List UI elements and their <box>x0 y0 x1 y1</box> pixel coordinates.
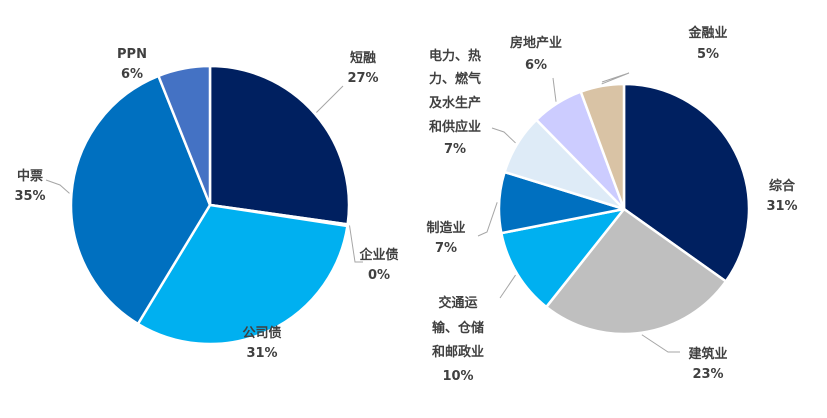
label-group-zhongpiao: 中票 35% <box>14 168 45 204</box>
label-group-gongsizhai: 公司债 31% <box>242 325 281 361</box>
label-jiaotong-line1: 交通运 <box>438 295 477 311</box>
label-dianli-line1: 电力、热 <box>429 48 481 64</box>
label-dianli-line4: 和供应业 <box>429 119 481 135</box>
left-leader-line-0 <box>316 85 344 113</box>
pct-jianzhu: 23% <box>692 367 723 382</box>
left-slice-0 <box>208 64 351 226</box>
label-jianzhu: 建筑业 <box>688 346 727 362</box>
right-leader-line-3 <box>477 202 498 237</box>
right-leader-line-4 <box>491 127 516 144</box>
pct-gongsizhai: 31% <box>246 346 277 361</box>
right-leader-line-1 <box>641 334 680 353</box>
right-slice-2 <box>500 207 626 309</box>
pie-chart-bond-types: 短融 27% 企业债 0% 公司债 31% 中票 35% PPN 6% <box>14 47 398 361</box>
pct-ppn: 6% <box>121 67 143 82</box>
right-leader-line-5 <box>552 77 557 102</box>
label-fangdichan: 房地产业 <box>510 35 562 51</box>
left-slice-4 <box>157 64 212 207</box>
pct-jinrong: 5% <box>697 47 719 62</box>
label-jiaotong-line3: 和邮政业 <box>432 344 484 360</box>
pct-qiyezhai: 0% <box>368 268 390 283</box>
label-group-zhizao: 制造业 7% <box>426 220 465 256</box>
pct-duanrong: 27% <box>347 71 378 86</box>
label-group-ppn: PPN 6% <box>117 47 147 82</box>
label-group-jianzhu: 建筑业 23% <box>688 346 727 382</box>
label-dianli-line2: 力、燃气 <box>429 71 481 87</box>
label-zhizao: 制造业 <box>426 220 465 236</box>
pie-chart-industries: 综合 31% 建筑业 23% 交通运 输、仓储 和邮政业 10% 制造业 7% … <box>426 25 797 384</box>
right-slice-1 <box>545 207 728 336</box>
label-jiaotong-line2: 输、仓储 <box>432 320 484 336</box>
label-zonghe: 综合 <box>769 178 796 194</box>
right-slice-6 <box>579 82 626 211</box>
label-zhongpiao: 中票 <box>17 168 43 184</box>
label-gongsizhai: 公司债 <box>242 325 281 341</box>
right-leader-line-2 <box>499 274 516 299</box>
right-slice-0 <box>622 82 751 283</box>
label-group-duanrong: 短融 27% <box>347 50 378 86</box>
label-duanrong: 短融 <box>350 50 376 66</box>
label-jinrong: 金融业 <box>687 25 727 41</box>
label-qiyezhai: 企业债 <box>358 247 398 263</box>
left-leader-line-1 <box>349 225 363 263</box>
pct-fangdichan: 6% <box>525 58 547 73</box>
left-leader-line-3 <box>45 179 70 194</box>
label-group-dianli: 电力、热 力、燃气 及水生产 和供应业 7% <box>429 48 481 157</box>
right-leader-line-6 <box>601 72 630 85</box>
label-group-zonghe: 综合 31% <box>766 178 797 214</box>
pct-zhongpiao: 35% <box>14 189 45 204</box>
left-slice-3 <box>69 74 212 326</box>
pct-zhizao: 7% <box>435 241 457 256</box>
pct-dianli: 7% <box>444 142 466 157</box>
label-group-qiyezhai: 企业债 0% <box>358 247 398 283</box>
pct-jiaotong: 10% <box>442 369 473 384</box>
pct-zonghe: 31% <box>766 199 797 214</box>
label-group-jiaotong: 交通运 输、仓储 和邮政业 10% <box>432 295 484 384</box>
label-group-fangdichan: 房地产业 6% <box>510 35 562 73</box>
label-group-jinrong: 金融业 5% <box>687 25 727 62</box>
label-dianli-line3: 及水生产 <box>429 95 481 111</box>
label-ppn: PPN <box>117 47 147 62</box>
